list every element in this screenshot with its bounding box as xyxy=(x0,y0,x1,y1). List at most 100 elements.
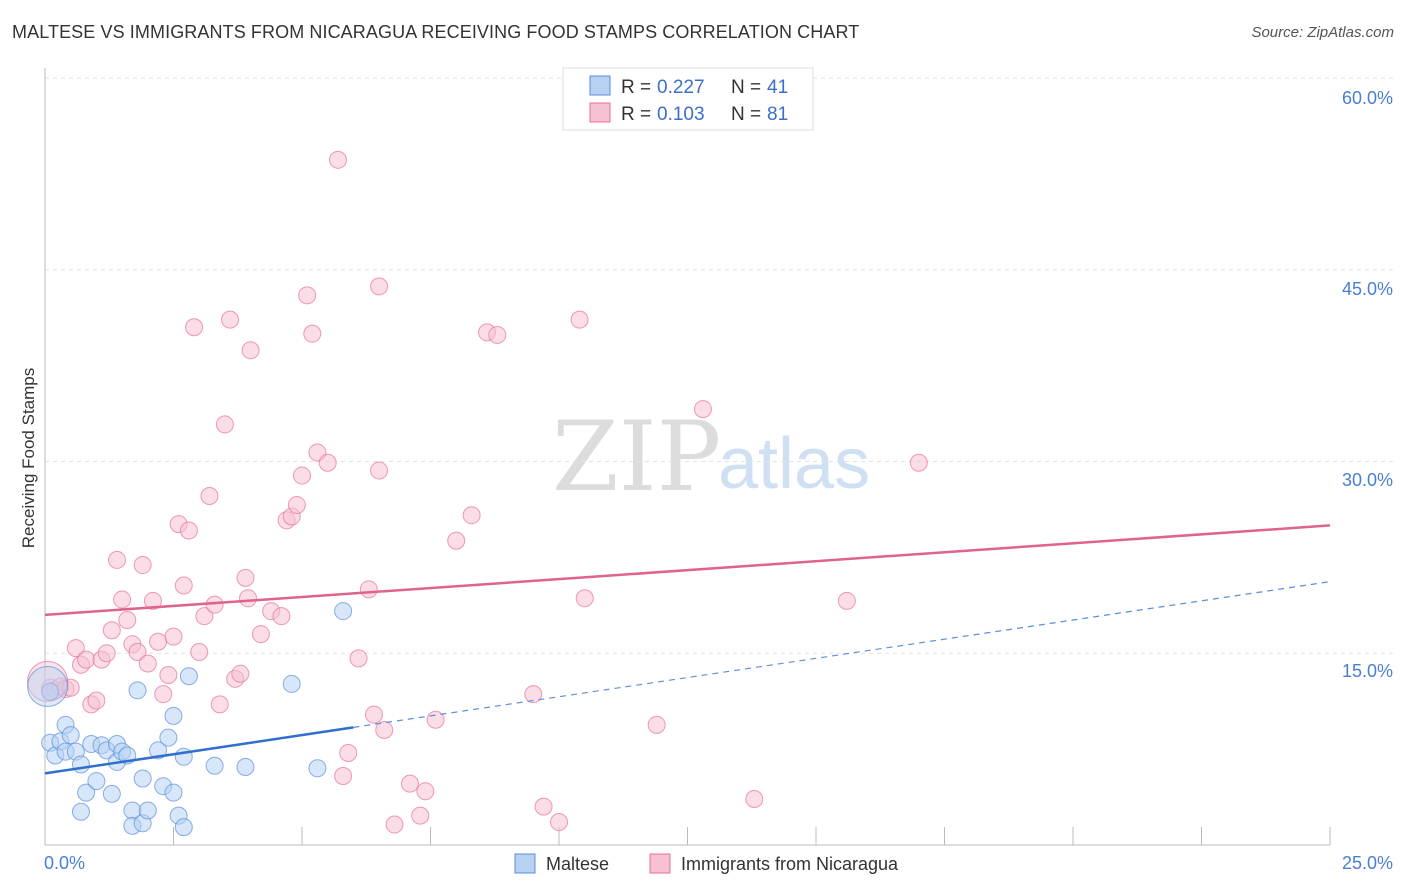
maltese-point-9 xyxy=(71,802,90,821)
nicaragua-point-43 xyxy=(272,607,291,626)
nicaragua-point-37 xyxy=(231,664,250,683)
nicaragua-point-39 xyxy=(239,589,258,608)
nicaragua-point-35 xyxy=(221,310,240,329)
nicaragua-point-24 xyxy=(164,627,183,646)
nicaragua-point-62 xyxy=(400,774,419,793)
nicaragua-point-70 xyxy=(524,685,543,704)
nicaragua-point-22 xyxy=(154,685,173,704)
maltese-points xyxy=(27,602,353,837)
legend-swatch-nicaragua xyxy=(589,102,611,123)
y-tick-label-60: 60.0% xyxy=(1342,88,1393,108)
legend-swatch-maltese xyxy=(589,75,611,96)
source-credit: Source: ZipAtlas.com xyxy=(1251,24,1394,41)
maltese-point-12 xyxy=(87,772,106,791)
nicaragua-point-56 xyxy=(359,580,378,599)
nicaragua-point-60 xyxy=(370,277,389,296)
maltese-point-6 xyxy=(61,726,80,745)
nicaragua-point-69 xyxy=(488,325,507,344)
nicaragua-point-66 xyxy=(447,531,466,550)
maltese-point-30 xyxy=(164,706,183,725)
nicaragua-point-18 xyxy=(133,556,152,575)
nicaragua-point-15 xyxy=(118,611,137,630)
maltese-point-38 xyxy=(308,759,327,778)
nicaragua-point-58 xyxy=(375,720,394,739)
nicaragua-point-54 xyxy=(339,743,358,762)
nicaragua-point-57 xyxy=(364,705,383,724)
nicaragua-point-49 xyxy=(303,324,322,343)
nicaragua-point-12 xyxy=(102,621,121,640)
x-tick-label-0: 0.0% xyxy=(44,853,85,873)
legend-n-label-maltese: N = xyxy=(731,77,761,98)
maltese-point-25 xyxy=(138,801,157,820)
legend-r-value-maltese: 0.227 xyxy=(657,77,705,98)
maltese-point-37 xyxy=(282,674,301,693)
nicaragua-point-75 xyxy=(647,715,666,734)
legend-r-label-maltese: R = xyxy=(621,77,651,98)
y-tick-label-15: 15.0% xyxy=(1342,661,1393,681)
nicaragua-point-28 xyxy=(185,318,204,337)
bottom-legend-label-maltese: Maltese xyxy=(546,854,609,874)
nicaragua-point-63 xyxy=(411,806,430,825)
nicaragua-point-48 xyxy=(298,286,317,305)
legend-r-value-nicaragua: 0.103 xyxy=(657,104,705,125)
maltese-point-23 xyxy=(133,769,152,788)
y-tick-labels: 60.0% 45.0% 30.0% 15.0% xyxy=(1342,88,1393,681)
x-tick-label-25: 25.0% xyxy=(1342,853,1393,873)
nicaragua-point-46 xyxy=(287,495,306,514)
nicaragua-point-17 xyxy=(128,642,147,661)
maltese-point-15 xyxy=(102,784,121,803)
maltese-point-8 xyxy=(71,755,90,774)
nicaragua-point-77 xyxy=(745,789,764,808)
watermark-zip: ZIP xyxy=(552,401,721,513)
maltese-point-0 xyxy=(41,682,60,701)
nicaragua-point-26 xyxy=(174,576,193,595)
nicaragua-point-71 xyxy=(534,797,553,816)
y-tick-label-30: 30.0% xyxy=(1342,470,1393,490)
nicaragua-point-64 xyxy=(416,782,435,801)
maltese-point-10 xyxy=(77,783,96,802)
nicaragua-point-27 xyxy=(179,521,198,540)
maltese-point-36 xyxy=(236,758,255,777)
nicaragua-point-14 xyxy=(113,590,132,609)
nicaragua-point-40 xyxy=(241,341,260,360)
nicaragua-point-47 xyxy=(293,466,311,485)
y-tick-label-45: 45.0% xyxy=(1342,279,1393,299)
nicaragua-point-51 xyxy=(318,453,337,472)
maltese-trend-line xyxy=(44,726,354,775)
trend-lines xyxy=(44,524,1331,775)
nicaragua-point-7 xyxy=(77,650,96,669)
legend-n-value-nicaragua: 81 xyxy=(767,104,788,125)
x-axis-ticks xyxy=(44,827,1331,845)
maltese-point-28 xyxy=(159,728,178,747)
nicaragua-point-76 xyxy=(693,400,712,419)
nicaragua-point-31 xyxy=(200,487,219,506)
nicaragua-point-9 xyxy=(87,691,106,710)
series-legend: Maltese Immigrants from Nicaragua xyxy=(514,853,899,874)
bottom-legend-label-nicaragua: Immigrants from Nicaragua xyxy=(681,854,899,874)
maltese-point-40 xyxy=(27,665,69,707)
nicaragua-point-55 xyxy=(349,649,368,668)
nicaragua-point-20 xyxy=(143,591,162,610)
nicaragua-point-33 xyxy=(210,695,229,714)
maltese-point-35 xyxy=(205,756,224,775)
legend-r-label-nicaragua: R = xyxy=(621,104,651,125)
bottom-legend-swatch-nicaragua xyxy=(649,853,671,874)
nicaragua-trend-line xyxy=(44,524,1331,617)
nicaragua-point-30 xyxy=(195,607,214,626)
maltese-point-22 xyxy=(128,681,147,700)
stats-legend: R = 0.227 N = 41 R = 0.103 N = 81 xyxy=(562,67,814,131)
nicaragua-point-67 xyxy=(462,506,481,525)
watermark-atlas: atlas xyxy=(718,424,870,504)
maltese-point-39 xyxy=(334,602,353,621)
legend-n-label-nicaragua: N = xyxy=(731,104,761,125)
gridlines xyxy=(45,77,1393,654)
nicaragua-point-73 xyxy=(575,589,594,608)
nicaragua-point-61 xyxy=(385,815,404,834)
nicaragua-point-21 xyxy=(149,632,168,651)
nicaragua-point-78 xyxy=(837,591,856,610)
nicaragua-point-38 xyxy=(236,568,255,587)
nicaragua-point-19 xyxy=(138,654,157,673)
nicaragua-point-52 xyxy=(328,150,347,169)
bottom-legend-swatch-maltese xyxy=(514,853,536,874)
